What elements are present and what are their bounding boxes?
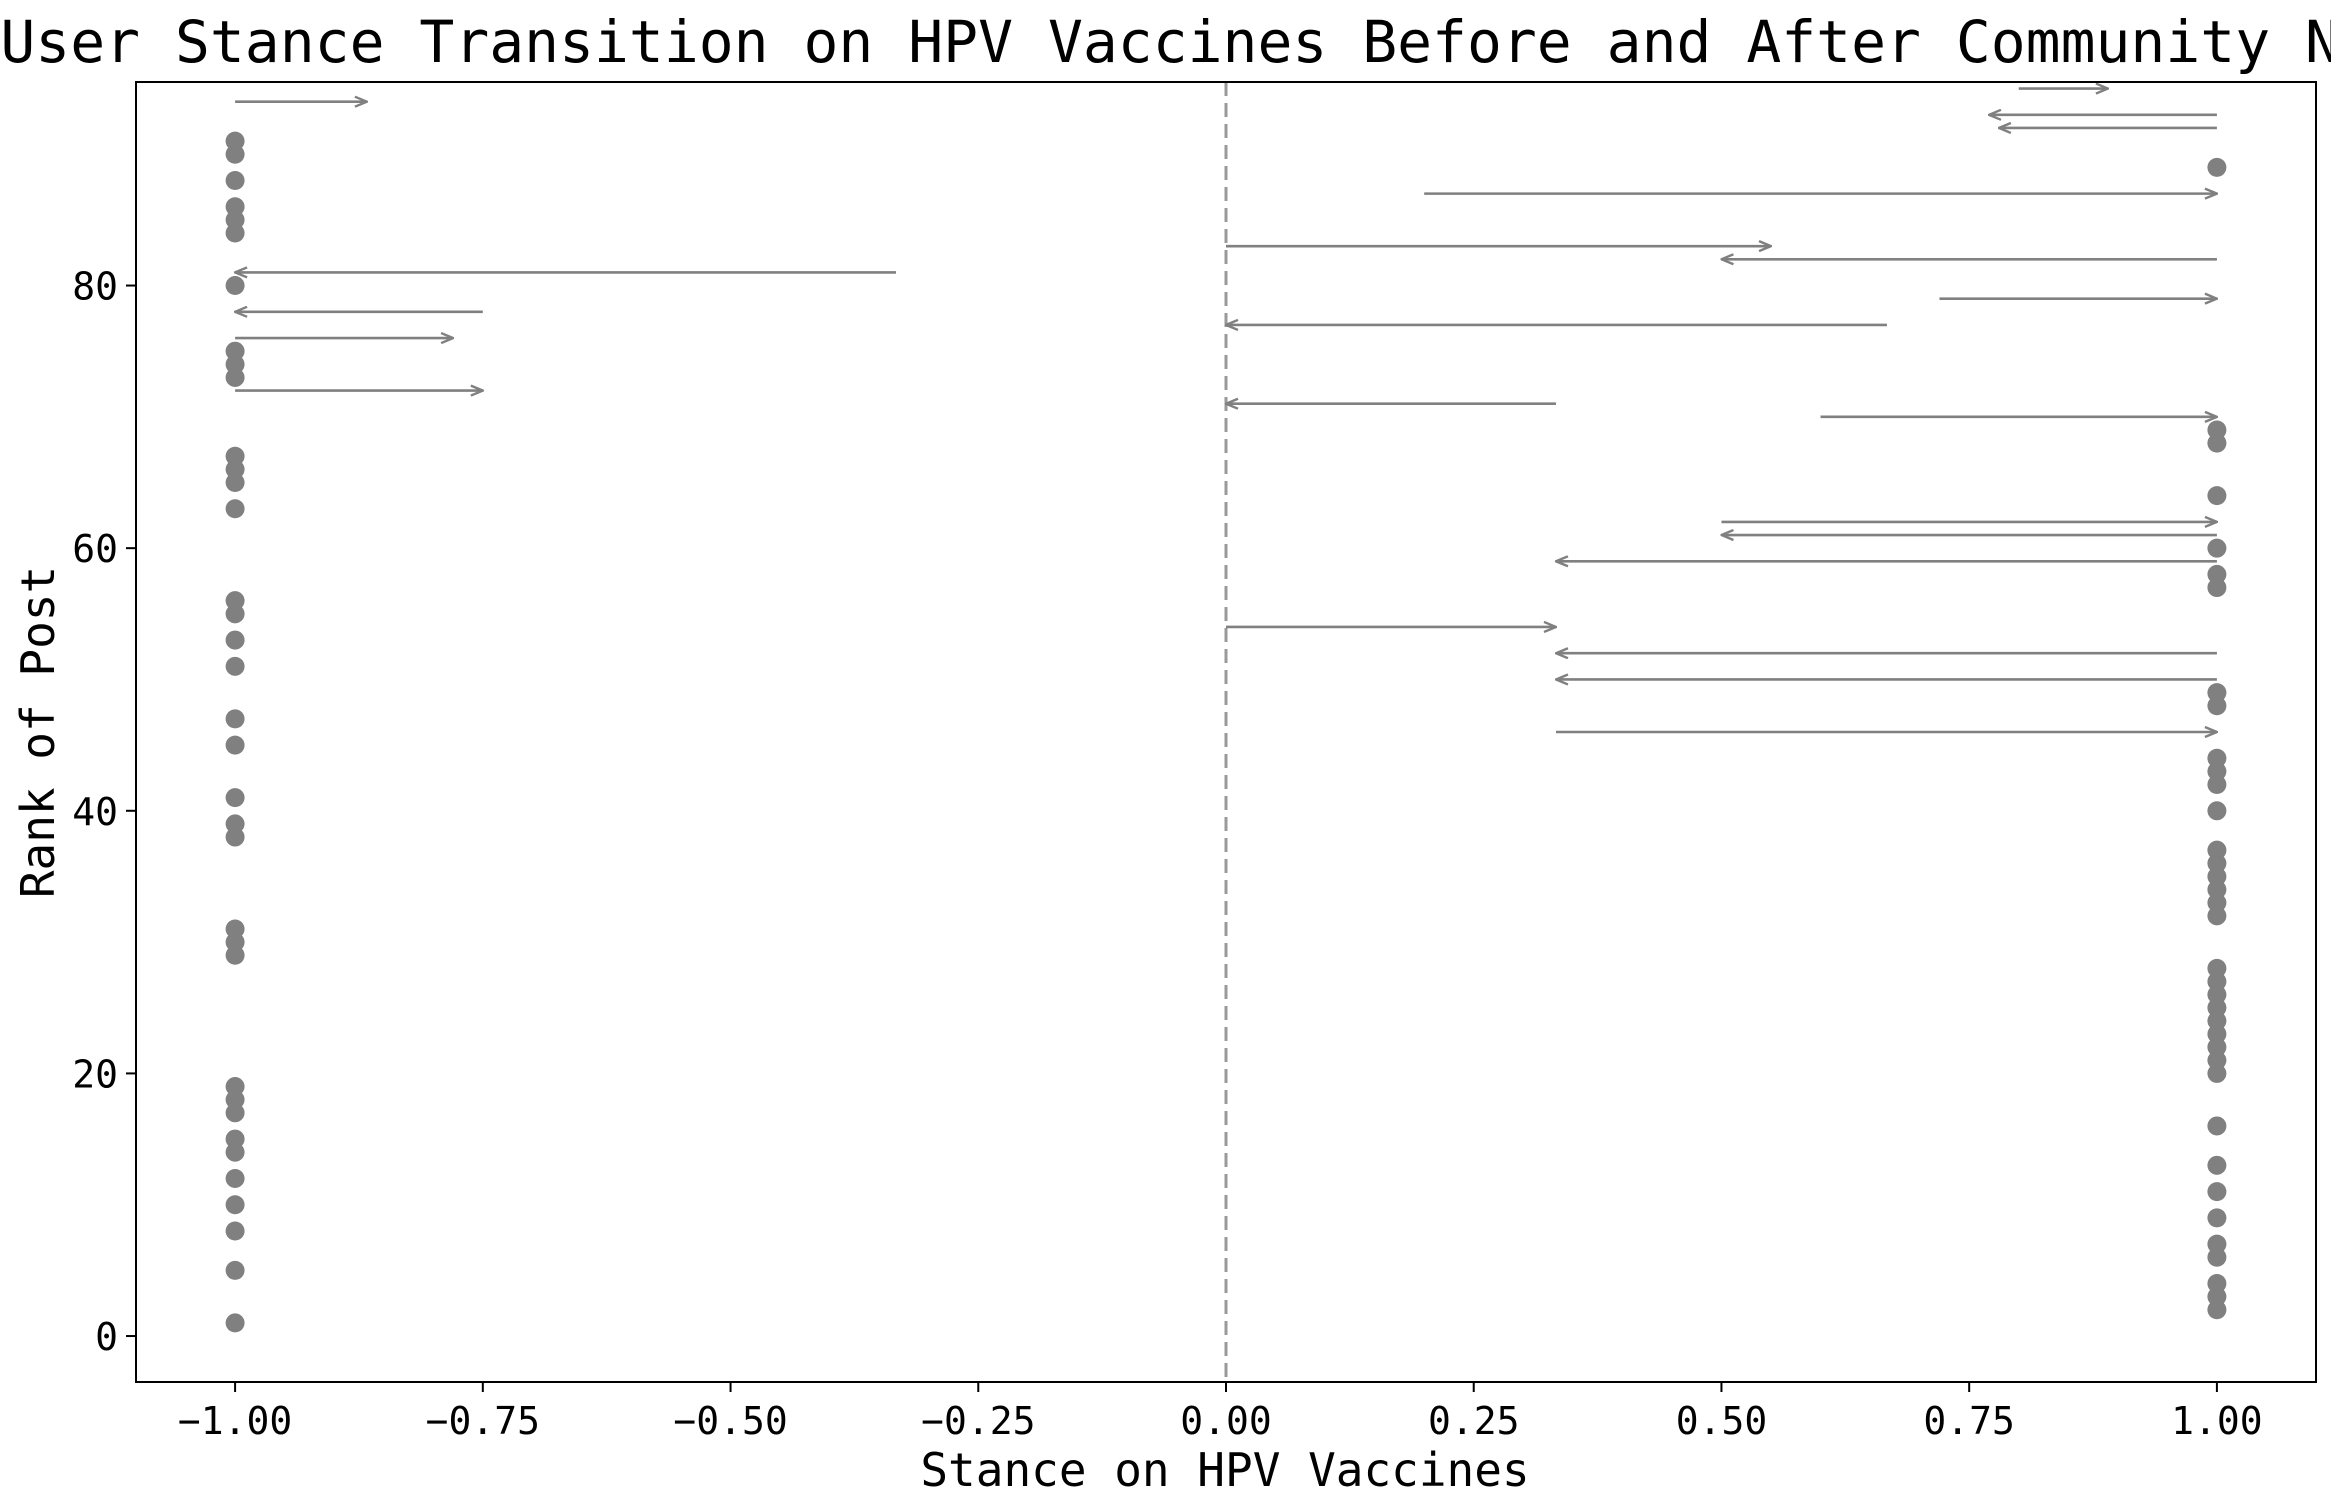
stance-point — [225, 735, 245, 755]
stance-point — [2207, 906, 2227, 926]
stance-point — [225, 499, 245, 519]
stance-point — [225, 656, 245, 676]
x-tick-label: −0.50 — [673, 1399, 787, 1443]
x-axis-label: Stance on HPV Vaccines — [920, 1443, 1529, 1497]
stance-point — [225, 1221, 245, 1241]
y-tick-label: 80 — [72, 265, 118, 309]
stance-point — [225, 919, 245, 939]
stance-point — [225, 1077, 245, 1097]
stance-point — [2207, 538, 2227, 558]
stance-point — [2207, 486, 2227, 506]
stance-point — [2207, 1050, 2227, 1070]
stance-point — [2207, 880, 2227, 900]
chart-title: User Stance Transition on HPV Vaccines B… — [0, 8, 2331, 76]
stance-point — [2207, 1274, 2227, 1294]
stance-point — [225, 604, 245, 624]
x-tick-label: 1.00 — [2171, 1399, 2263, 1443]
x-axis-ticks: −1.00 −0.75 −0.50 −0.25 0.00 0.25 0.50 0.75 1.00 — [178, 1382, 2263, 1443]
stance-point — [2207, 578, 2227, 598]
stance-point — [2207, 840, 2227, 860]
stance-point — [225, 459, 245, 479]
x-tick-label: 0.25 — [1428, 1399, 1520, 1443]
stance-point — [225, 131, 245, 151]
stance-point — [2207, 985, 2227, 1005]
plot-area — [225, 82, 2227, 1382]
stance-point — [2207, 998, 2227, 1018]
x-tick-label: −1.00 — [178, 1399, 292, 1443]
stance-point — [2207, 748, 2227, 768]
stance-point — [2207, 1234, 2227, 1254]
stance-point — [225, 276, 245, 296]
stance-point — [225, 473, 245, 493]
stance-point — [225, 1313, 245, 1333]
stance-point — [2207, 775, 2227, 795]
stance-point — [2207, 1063, 2227, 1083]
stance-point — [2207, 564, 2227, 584]
stance-point — [225, 1103, 245, 1123]
x-tick-label: 0.50 — [1676, 1399, 1768, 1443]
stance-point — [2207, 157, 2227, 177]
stance-point — [2207, 1247, 2227, 1267]
x-tick-label: −0.75 — [426, 1399, 540, 1443]
stance-point — [225, 827, 245, 847]
stance-point — [225, 354, 245, 374]
stance-point — [2207, 1011, 2227, 1031]
stance-point — [2207, 1155, 2227, 1175]
stance-point — [225, 945, 245, 965]
stance-point — [225, 1260, 245, 1280]
stance-point — [225, 341, 245, 361]
stance-point — [225, 630, 245, 650]
stance-point — [2207, 866, 2227, 886]
stance-point — [225, 1168, 245, 1188]
stance-point — [2207, 1037, 2227, 1057]
stance-point — [2207, 958, 2227, 978]
stance-point — [225, 1195, 245, 1215]
y-tick-label: 0 — [95, 1315, 118, 1359]
stance-point — [2207, 420, 2227, 440]
stance-point — [225, 1129, 245, 1149]
stance-point — [225, 1142, 245, 1162]
stance-point — [225, 210, 245, 230]
stance-point — [225, 223, 245, 243]
y-axis-label: Rank of Post — [11, 566, 65, 898]
stance-point — [2207, 893, 2227, 913]
stance-point — [2207, 1208, 2227, 1228]
stance-point — [2207, 433, 2227, 453]
stance-point — [2207, 761, 2227, 781]
x-tick-label: −0.25 — [921, 1399, 1035, 1443]
stance-point — [225, 591, 245, 611]
stance-point — [225, 814, 245, 834]
stance-point — [225, 788, 245, 808]
stance-point — [2207, 683, 2227, 703]
stance-point — [225, 367, 245, 387]
stance-point — [2207, 971, 2227, 991]
x-tick-label: 0.00 — [1180, 1399, 1272, 1443]
stance-point — [225, 932, 245, 952]
stance-point — [225, 197, 245, 217]
stance-point — [225, 170, 245, 190]
y-tick-label: 20 — [72, 1052, 118, 1096]
y-axis-ticks: 0 20 40 60 80 — [72, 265, 136, 1359]
stance-point — [2207, 1024, 2227, 1044]
stance-point — [225, 709, 245, 729]
stance-point — [2207, 696, 2227, 716]
stance-point — [2207, 1300, 2227, 1320]
stance-point — [225, 144, 245, 164]
y-tick-label: 60 — [72, 527, 118, 571]
stance-point — [2207, 1116, 2227, 1136]
stance-point — [225, 446, 245, 466]
stance-point — [2207, 1287, 2227, 1307]
stance-point — [225, 1090, 245, 1110]
y-tick-label: 40 — [72, 790, 118, 834]
stance-point — [2207, 1182, 2227, 1202]
stance-point — [2207, 853, 2227, 873]
stance-point — [2207, 801, 2227, 821]
x-tick-label: 0.75 — [1923, 1399, 2015, 1443]
